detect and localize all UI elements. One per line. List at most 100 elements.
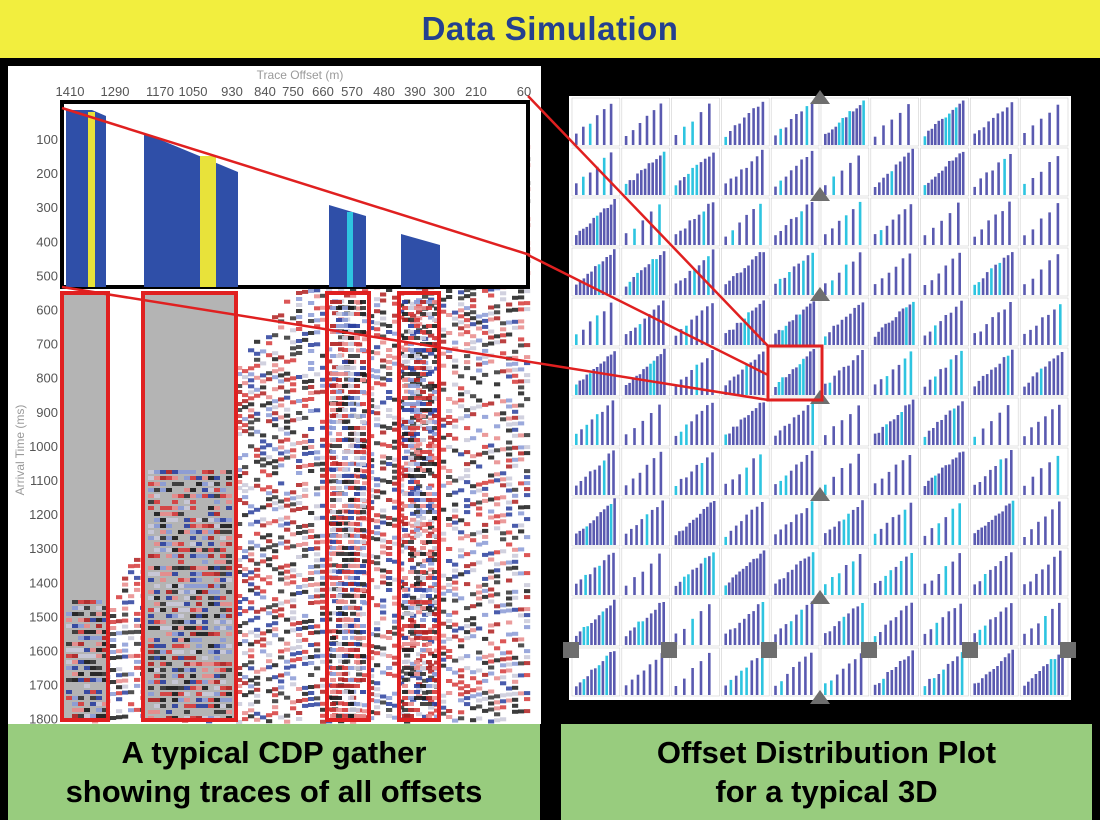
offset-bar [638,472,642,495]
trace-sample [506,506,513,511]
trace-sample [90,636,96,640]
trace-sample [432,390,438,394]
trace-sample [72,660,78,664]
trace-sample [284,389,291,394]
trace-sample [342,318,348,322]
trace-sample [500,333,507,338]
trace-sample [416,514,423,519]
trace-sample [314,408,321,413]
trace-sample [254,717,261,722]
offset-bar [1044,516,1047,545]
trace-sample [236,678,243,682]
trace-sample [380,424,387,429]
trace-sample [148,524,154,528]
trace-sample [374,651,381,656]
trace-sample [302,397,309,402]
trace-sample [488,653,495,658]
trace-sample [160,506,166,510]
trace-sample [426,576,432,580]
offset-bar [795,114,798,145]
trace-sample [320,611,327,616]
trace-sample [330,528,336,532]
trace-sample [392,487,399,492]
trace-sample [220,536,226,540]
offset-bar [703,158,707,195]
trace-sample [154,536,160,540]
trace-sample [290,418,297,423]
trace-sample [446,397,453,401]
trace-sample [236,486,243,490]
trace-sample [392,613,399,618]
trace-sample [266,491,273,496]
trace-sample [368,458,375,463]
trace-sample [446,475,453,479]
offset-bar [624,136,628,145]
trace-sample [420,390,426,394]
offset-bar [928,331,932,345]
offset-bar [941,170,944,195]
offset-bar [994,214,997,245]
trace-sample [440,651,447,656]
trace-sample [476,338,483,343]
trace-sample [512,697,519,702]
trace-sample [414,456,420,460]
trace-sample [446,481,453,485]
trace-sample [178,656,184,660]
trace-sample [302,655,309,660]
offset-bar [690,421,693,445]
trace-sample [296,639,303,643]
trace-sample [278,313,285,318]
trace-sample [272,549,279,554]
offset-bar [647,264,651,295]
trace-sample [308,289,315,293]
trace-sample [506,332,513,337]
offset-bar [774,387,777,395]
trace-sample [330,642,336,646]
trace-sample [72,630,78,634]
trace-sample [432,558,438,562]
trace-sample [354,312,360,316]
trace-sample [330,534,336,538]
trace-sample [336,342,342,346]
trace-sample [148,590,154,594]
offset-bar [638,123,642,145]
trace-sample [354,480,360,484]
trace-sample [190,476,196,480]
offset-bar [575,533,578,545]
offset-bar [582,126,585,145]
trace-sample [248,348,255,353]
trace-sample [356,462,363,467]
offset-bar [1023,284,1026,295]
offset-bar [687,574,690,595]
trace-sample [360,402,366,406]
trace-sample [488,659,495,664]
trace-sample [308,379,315,383]
trace-sample [408,606,414,610]
trace-sample [272,399,279,404]
offset-bar [831,577,834,595]
trace-sample [296,327,303,331]
trace-sample [190,488,196,492]
trace-sample [214,476,220,480]
offset-bar [795,217,798,245]
trace-sample [302,577,309,582]
trace-sample [278,613,285,618]
trace-sample [154,626,160,630]
trace-sample [386,456,393,460]
trace-sample [512,307,519,312]
trace-sample [248,546,255,551]
offset-bar [857,453,860,495]
trace-sample [428,387,435,392]
trace-sample [314,492,321,497]
trace-sample [458,572,465,577]
trace-sample [426,510,432,514]
trace-sample [66,642,72,646]
trace-sample [512,703,519,708]
trace-sample [314,558,321,563]
trace-sample [172,686,178,690]
offset-bar [659,451,663,495]
trace-sample [452,364,459,369]
trace-sample [226,506,232,510]
trace-sample [148,662,154,666]
offset-bar [641,621,645,645]
